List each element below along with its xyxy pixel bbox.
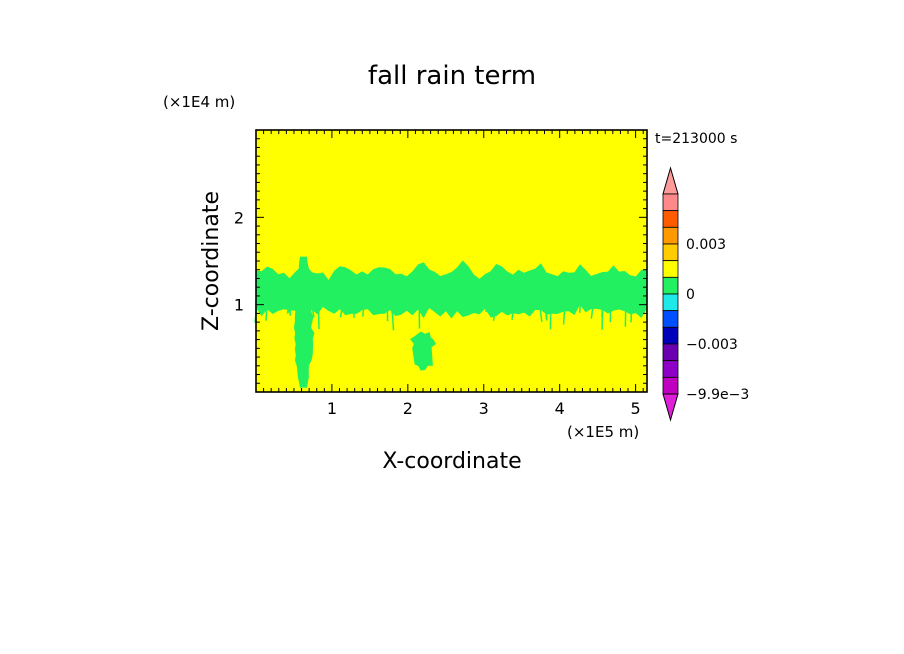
colorbar-label: 0.003 xyxy=(686,237,726,253)
colorbar-level xyxy=(662,276,679,295)
colorbar-label: 0 xyxy=(686,287,695,303)
colorbar-level xyxy=(662,293,679,312)
colorbar-label: −9.9e−3 xyxy=(686,387,749,403)
y-unit-label: (×1E4 m) xyxy=(163,93,235,111)
rain-band-streak xyxy=(630,300,633,323)
rain-band-streak xyxy=(349,300,353,311)
rain-band-streak xyxy=(562,300,566,325)
colorbar-arrow-bottom xyxy=(662,393,679,422)
y-axis-label: Z-coordinate xyxy=(199,191,224,331)
rain-band-streak xyxy=(390,300,395,331)
x-axis-ticks: 1 2 3 4 5 xyxy=(263,130,644,418)
rain-band-streak xyxy=(362,300,365,317)
rain-band-streak xyxy=(609,300,612,323)
x-tick-label: 3 xyxy=(479,399,489,418)
rain-band-streak xyxy=(606,300,609,312)
chart-title: fall rain term xyxy=(368,61,536,91)
colorbar-level xyxy=(662,226,679,245)
x-tick-label: 2 xyxy=(403,399,413,418)
colorbar-level xyxy=(662,376,679,395)
colorbar-level xyxy=(662,360,679,378)
plot-background xyxy=(256,130,647,392)
rain-band-streak xyxy=(381,300,386,310)
x-tick-label: 4 xyxy=(555,399,565,418)
x-unit-label: (×1E5 m) xyxy=(567,423,639,441)
colorbar-level xyxy=(662,243,679,262)
rain-band-streak xyxy=(477,300,480,314)
rain-band-streak xyxy=(601,300,605,317)
colorbar-level xyxy=(662,210,679,228)
colorbar-level xyxy=(662,326,679,345)
colorbar: 0.003 0 −0.003 −9.9e−3 xyxy=(662,166,749,422)
rain-band-streak xyxy=(538,300,543,322)
colorbar-level xyxy=(662,310,679,328)
time-label: t=213000 s xyxy=(655,131,737,147)
colorbar-level xyxy=(662,193,679,212)
x-axis-label: X-coordinate xyxy=(382,449,521,474)
colorbar-label: −0.003 xyxy=(686,337,738,353)
x-tick-label: 1 xyxy=(327,399,337,418)
rain-plume-region xyxy=(293,256,315,388)
rain-band-streak xyxy=(492,300,497,321)
rain-band-streak xyxy=(265,300,269,321)
y-axis-ticks: 12 xyxy=(234,138,647,384)
x-tick-label: 5 xyxy=(631,399,641,418)
rain-band-streak xyxy=(491,300,496,318)
rain-band-streak xyxy=(286,300,291,314)
rain-band-streak xyxy=(317,300,320,330)
rain-band-streak xyxy=(447,300,450,315)
y-tick-label: 1 xyxy=(234,296,244,315)
rain-band-streak xyxy=(511,300,516,320)
rain-band-streak xyxy=(578,300,582,313)
colorbar-arrow-top xyxy=(662,166,679,195)
rain-band-streak xyxy=(624,300,627,327)
rain-term-features xyxy=(254,256,647,388)
colorbar-level xyxy=(662,343,679,362)
rain-band-streak xyxy=(339,300,345,318)
colorbar-level xyxy=(662,260,679,278)
rain-band-streak xyxy=(484,300,487,312)
rain-band-streak xyxy=(590,300,595,319)
y-tick-label: 2 xyxy=(234,208,244,227)
rain-blob-region xyxy=(410,331,436,371)
